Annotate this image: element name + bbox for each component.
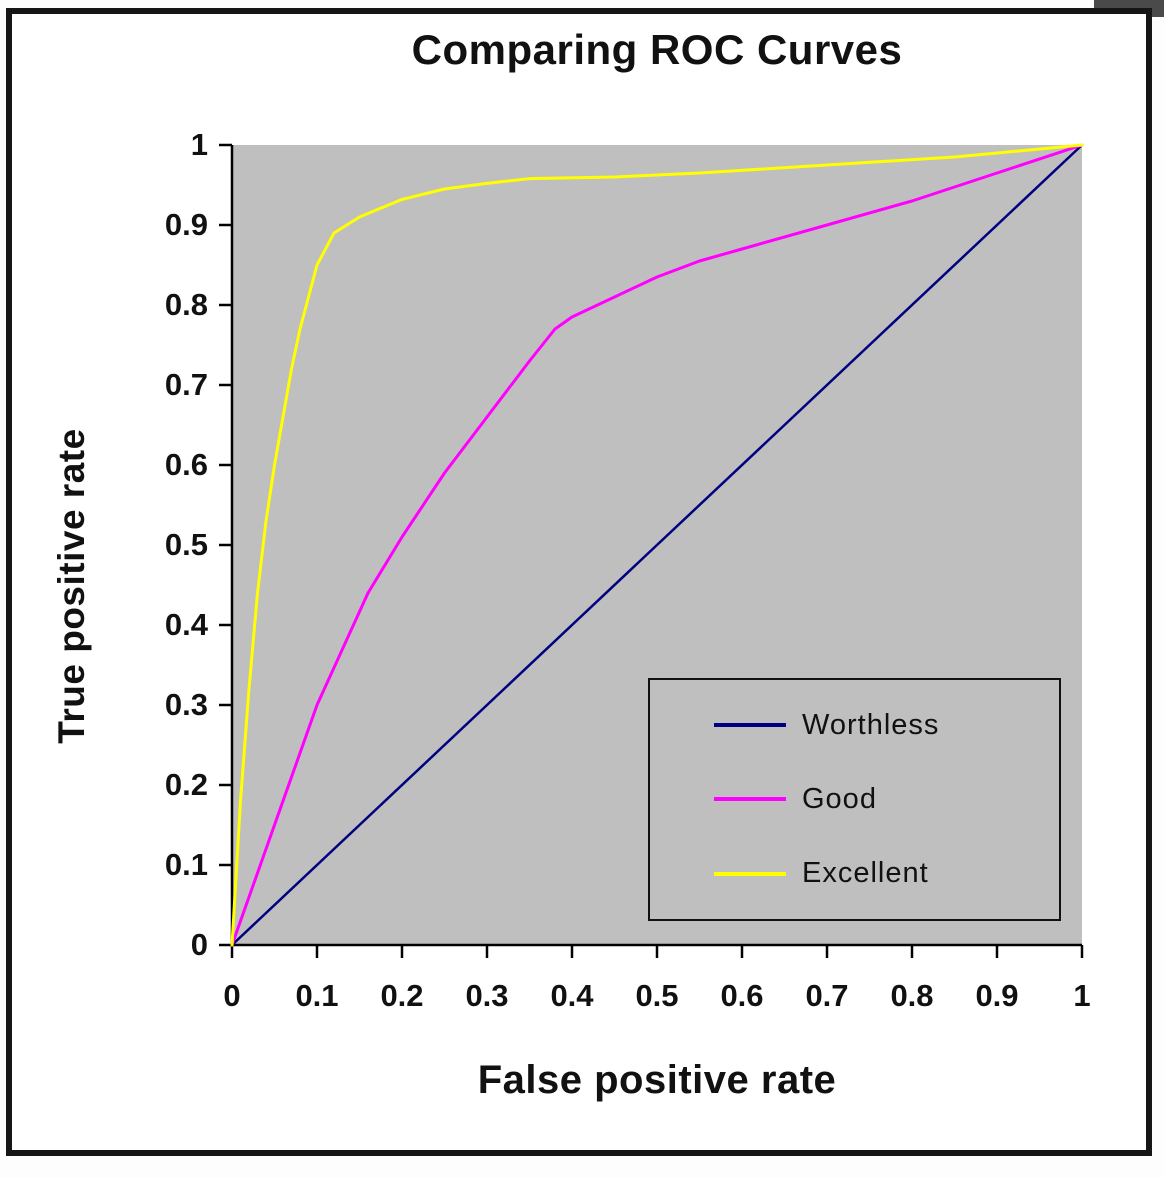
x-axis-title: False positive rate: [477, 1058, 837, 1102]
y-tick-label: 0.7: [164, 367, 208, 402]
legend: Worthless Good Excellent: [648, 678, 1061, 921]
legend-item-good: Good: [650, 783, 1059, 816]
chart-title: Comparing ROC Curves: [411, 26, 903, 73]
y-tick-label: 0.9: [164, 207, 208, 242]
x-tick-label: 0.1: [295, 978, 339, 1013]
x-tick-label: 0.3: [465, 978, 509, 1013]
x-tick-label: 0: [223, 978, 241, 1013]
x-tick-label: 0.6: [720, 978, 764, 1013]
y-tick-label: 0.1: [164, 847, 208, 882]
y-tick-label: 0.8: [164, 287, 208, 322]
x-tick-label: 0.5: [635, 978, 679, 1013]
y-tick-label: 1: [190, 127, 208, 162]
y-tick-label: 0.2: [164, 767, 208, 802]
legend-item-excellent: Excellent: [650, 857, 1059, 890]
legend-line-good-icon: [714, 797, 786, 802]
x-tick-label: 0.8: [890, 978, 934, 1013]
y-tick-label: 0.5: [164, 527, 208, 562]
y-axis-title: True positive rate: [51, 428, 92, 744]
y-tick-label: 0.4: [164, 607, 208, 642]
legend-label-good: Good: [802, 782, 877, 815]
x-tick-label: 0.4: [550, 978, 594, 1013]
y-tick-label: 0.3: [164, 687, 208, 722]
legend-line-worthless-icon: [714, 723, 786, 728]
x-tick-label: 1: [1073, 978, 1091, 1013]
x-tick-label: 0.2: [380, 978, 424, 1013]
y-tick-label: 0: [190, 927, 208, 962]
legend-line-excellent-icon: [714, 871, 786, 876]
x-tick-label: 0.7: [805, 978, 849, 1013]
legend-label-excellent: Excellent: [802, 857, 929, 890]
x-tick-label: 0.9: [975, 978, 1019, 1013]
y-tick-label: 0.6: [164, 447, 208, 482]
legend-label-worthless: Worthless: [802, 708, 940, 741]
legend-item-worthless: Worthless: [650, 709, 1059, 742]
